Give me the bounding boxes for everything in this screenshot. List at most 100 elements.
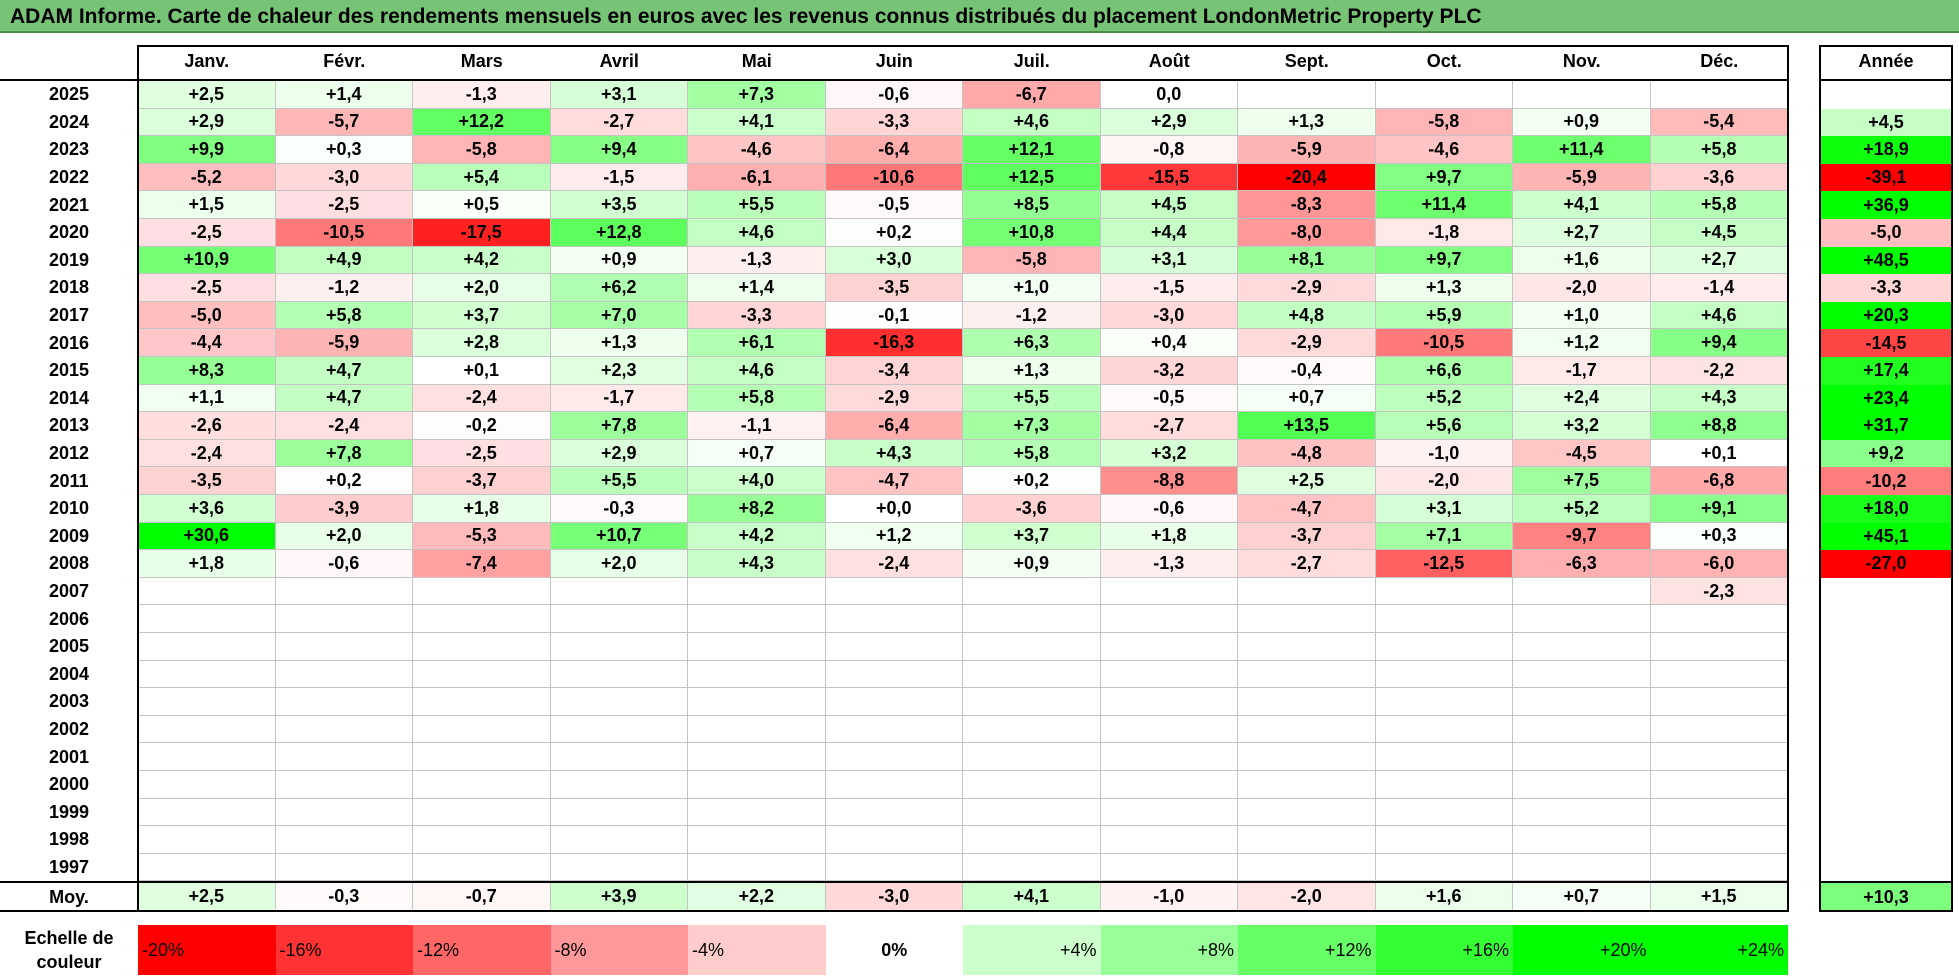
annual-cell bbox=[1820, 715, 1952, 744]
heatmap-cell: -7,4 bbox=[413, 550, 551, 578]
heatmap-cell bbox=[1650, 660, 1788, 689]
heatmap-cell: +3,2 bbox=[1513, 412, 1651, 440]
annual-cell bbox=[1820, 743, 1952, 771]
heatmap-cell: +3,1 bbox=[1375, 495, 1513, 523]
heatmap-cell: +2,5 bbox=[138, 81, 276, 109]
heatmap-cell bbox=[275, 853, 413, 882]
heatmap-cell: +13,5 bbox=[1238, 412, 1376, 440]
heatmap-cell bbox=[1650, 853, 1788, 882]
heatmap-cell: -1,8 bbox=[1375, 219, 1513, 247]
heatmap-cell bbox=[1375, 798, 1513, 827]
legend-swatch: +16% bbox=[1375, 925, 1513, 975]
heatmap-cell: +0,9 bbox=[963, 550, 1101, 578]
heatmap-cell: +5,4 bbox=[413, 163, 551, 192]
heatmap-cell: -1,7 bbox=[1513, 357, 1651, 385]
annual-cell: +45,1 bbox=[1820, 522, 1952, 551]
annual-cell: +31,7 bbox=[1820, 412, 1952, 440]
year-label: 2008 bbox=[48, 553, 90, 574]
heatmap-cell bbox=[688, 826, 826, 854]
heatmap-cell: +0,4 bbox=[1100, 329, 1238, 357]
heatmap-cell: +4,3 bbox=[1650, 384, 1788, 413]
annual-cell bbox=[1820, 826, 1952, 854]
year-label: 2015 bbox=[48, 360, 90, 381]
heatmap-cell: -2,2 bbox=[1650, 357, 1788, 385]
heatmap-cell bbox=[413, 826, 551, 854]
heatmap-cell: +2,9 bbox=[1100, 108, 1238, 137]
heatmap-cell bbox=[1100, 633, 1238, 661]
heatmap-cell bbox=[825, 715, 963, 744]
heatmap-cell: +7,8 bbox=[550, 412, 688, 440]
heatmap-cell: +7,0 bbox=[550, 301, 688, 330]
heatmap-cell: +4,9 bbox=[275, 246, 413, 275]
annual-cell bbox=[1820, 577, 1952, 606]
heatmap-cell: -5,9 bbox=[1238, 136, 1376, 164]
heatmap-cell bbox=[1513, 660, 1651, 689]
heatmap-cell bbox=[138, 743, 276, 771]
year-label: 2023 bbox=[48, 139, 90, 160]
heatmap-cell: -1,3 bbox=[1100, 550, 1238, 578]
heatmap-cell: +0,7 bbox=[1238, 384, 1376, 413]
heatmap-cell: -5,9 bbox=[1513, 163, 1651, 192]
legend-swatch: -20% bbox=[138, 925, 276, 975]
heatmap-cell: +10,8 bbox=[963, 219, 1101, 247]
heatmap-cell bbox=[1650, 798, 1788, 827]
heatmap-cell bbox=[1513, 605, 1651, 633]
heatmap-cell: +8,1 bbox=[1238, 246, 1376, 275]
heatmap-cell: +4,6 bbox=[688, 219, 826, 247]
heatmap-cell: +5,6 bbox=[1375, 412, 1513, 440]
annual-cell: +36,9 bbox=[1820, 191, 1952, 219]
heatmap-cell: +1,1 bbox=[138, 384, 276, 413]
heatmap-cell: +1,8 bbox=[413, 495, 551, 523]
heatmap-cell: -5,4 bbox=[1650, 108, 1788, 137]
heatmap-cell bbox=[138, 771, 276, 799]
heatmap-cell: +10,9 bbox=[138, 246, 276, 275]
year-label: 2007 bbox=[48, 581, 90, 602]
heatmap-cell bbox=[1238, 688, 1376, 716]
legend-swatch: +8% bbox=[1100, 925, 1238, 975]
heatmap-cell: -0,3 bbox=[550, 495, 688, 523]
heatmap-cell bbox=[413, 688, 551, 716]
heatmap-cell: -2,5 bbox=[275, 191, 413, 219]
year-label: 2022 bbox=[48, 167, 90, 188]
heatmap-cell bbox=[1375, 605, 1513, 633]
average-cell: -1,0 bbox=[1100, 882, 1238, 912]
heatmap-cell bbox=[825, 605, 963, 633]
heatmap-cell bbox=[1375, 577, 1513, 606]
month-header: Mars bbox=[460, 51, 503, 71]
heatmap-cell bbox=[688, 605, 826, 633]
heatmap-cell: -1,2 bbox=[963, 301, 1101, 330]
heatmap-cell: -1,7 bbox=[550, 384, 688, 413]
heatmap-cell: +0,9 bbox=[550, 246, 688, 275]
heatmap-cell: -5,3 bbox=[413, 522, 551, 551]
annual-cell: -5,0 bbox=[1820, 219, 1952, 247]
heatmap-cell bbox=[550, 798, 688, 827]
heatmap-cell: -5,2 bbox=[138, 163, 276, 192]
heatmap-cell: +2,9 bbox=[550, 439, 688, 468]
heatmap-cell bbox=[550, 771, 688, 799]
heatmap-cell: -3,3 bbox=[825, 108, 963, 137]
heatmap-cell: +9,4 bbox=[1650, 329, 1788, 357]
heatmap-cell: -6,0 bbox=[1650, 550, 1788, 578]
heatmap-cell bbox=[138, 633, 276, 661]
heatmap-cell bbox=[825, 577, 963, 606]
heatmap-cell: +12,8 bbox=[550, 219, 688, 247]
heatmap-cell: +1,3 bbox=[963, 357, 1101, 385]
legend-swatch: 0% bbox=[825, 925, 963, 975]
heatmap-cell: -4,5 bbox=[1513, 439, 1651, 468]
heatmap-cell: +1,8 bbox=[138, 550, 276, 578]
heatmap-cell bbox=[1375, 826, 1513, 854]
heatmap-cell: +9,9 bbox=[138, 136, 276, 164]
heatmap-cell bbox=[1650, 633, 1788, 661]
heatmap-cell: +4,8 bbox=[1238, 301, 1376, 330]
heatmap-cell bbox=[275, 743, 413, 771]
heatmap-cell: -2,6 bbox=[138, 412, 276, 440]
annual-cell: +48,5 bbox=[1820, 246, 1952, 275]
heatmap-cell: +2,9 bbox=[138, 108, 276, 137]
year-label: 2010 bbox=[48, 498, 90, 519]
heatmap-cell bbox=[1238, 660, 1376, 689]
heatmap-cell: -3,6 bbox=[963, 495, 1101, 523]
heatmap-cell bbox=[963, 798, 1101, 827]
heatmap-cell: -1,2 bbox=[275, 274, 413, 302]
heatmap-cell: +2,5 bbox=[1238, 467, 1376, 495]
heatmap-cell: +7,1 bbox=[1375, 522, 1513, 551]
